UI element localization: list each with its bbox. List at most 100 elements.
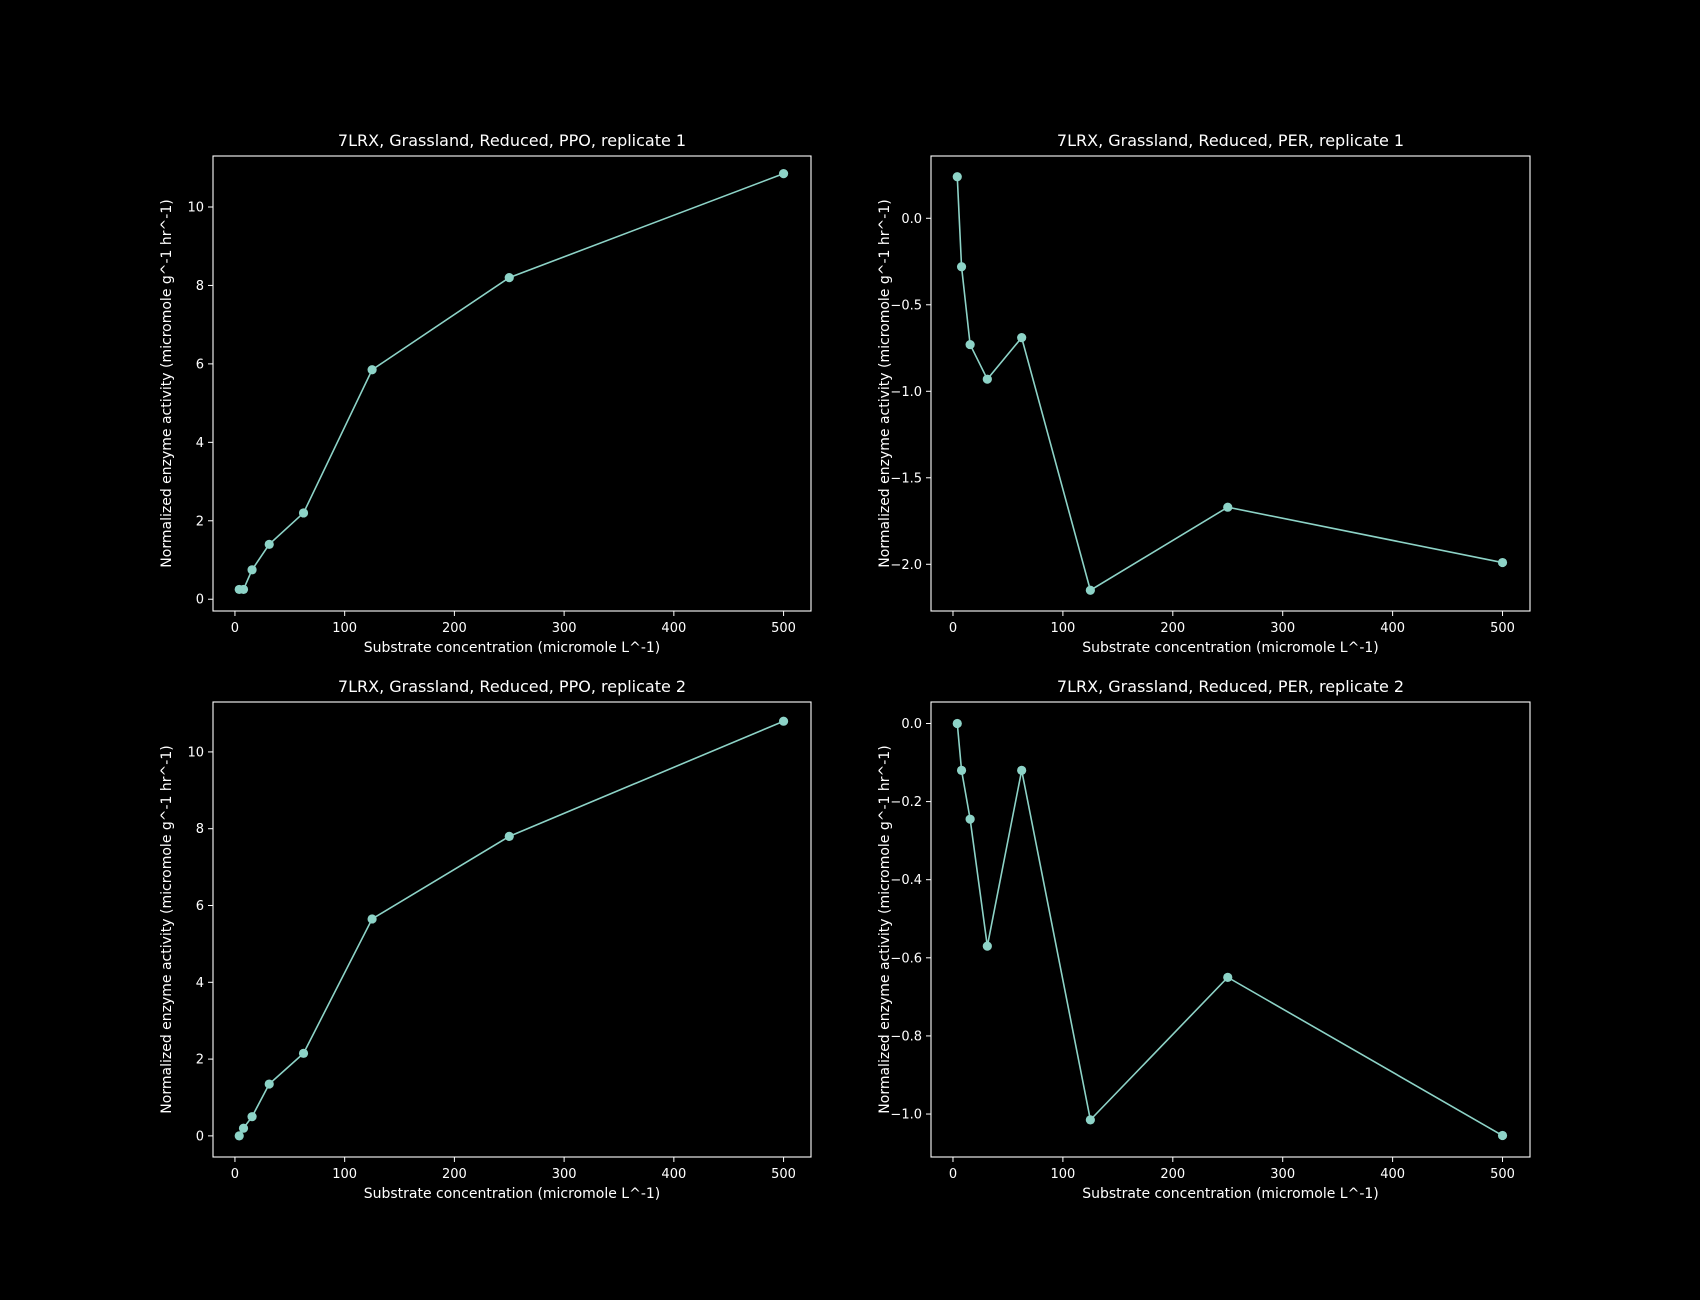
series-line [956,723,1503,1137]
y-tick-label: 0.0 [901,212,922,227]
x-tick-label: 400 [1380,1167,1405,1182]
y-axis-label: Normalized enzyme activity (micromole g^… [159,745,175,1113]
y-tick-label: 4 [196,436,204,451]
y-tick-label: −1.0 [890,1108,922,1123]
data-point [956,765,967,775]
x-tick-label: 300 [1270,1167,1295,1182]
data-point [298,508,309,518]
data-point [264,1079,274,1089]
data-point [238,584,249,595]
y-tick-label: 0 [196,593,204,608]
y-tick-label: 4 [196,976,204,991]
data-point [367,914,377,924]
chart-title: 7LRX, Grassland, Reduced, PPO, replicate… [338,677,686,696]
data-point [1223,502,1233,512]
data-point [238,1123,249,1133]
x-tick-label: 0 [949,621,957,636]
data-point [778,169,789,179]
y-tick-label: −0.2 [890,795,922,810]
data-point [504,831,514,841]
x-tick-label: 500 [1490,1167,1515,1182]
y-tick-label: −0.4 [890,873,922,888]
y-tick-label: 6 [196,357,204,372]
data-point [1017,765,1027,775]
x-tick-label: 500 [1490,621,1515,636]
data-point [264,539,274,549]
series-line [239,172,784,591]
x-tick-label: 400 [661,621,686,636]
y-axis-label: Normalized enzyme activity (micromole g^… [877,745,893,1113]
x-tick-label: 500 [771,1167,796,1182]
y-tick-label: 2 [196,1053,204,1068]
x-tick-label: 0 [949,1167,957,1182]
y-axis-label: Normalized enzyme activity (micromole g^… [159,199,175,567]
data-point [982,941,992,951]
x-tick-label: 100 [332,1167,357,1182]
x-tick-label: 100 [1050,1167,1075,1182]
chart-title: 7LRX, Grassland, Reduced, PPO, replicate… [338,131,686,150]
y-tick-label: −0.6 [890,951,922,966]
chart-panel-4: 7LRX, Grassland, Reduced, PER, replicate… [877,677,1531,1202]
plot-frame [930,701,1531,1158]
x-tick-label: 200 [1160,1167,1185,1182]
chart-title: 7LRX, Grassland, Reduced, PER, replicate… [1057,131,1404,150]
x-tick-label: 400 [661,1167,686,1182]
x-tick-label: 100 [1050,621,1075,636]
data-point [298,1048,309,1058]
y-tick-label: −2.0 [890,558,922,573]
chart-title: 7LRX, Grassland, Reduced, PER, replicate… [1057,677,1404,696]
x-axis-label: Substrate concentration (micromole L^-1) [364,1186,661,1202]
x-axis-label: Substrate concentration (micromole L^-1) [364,640,661,656]
data-point [1017,333,1027,343]
y-tick-label: 0 [196,1129,204,1144]
data-point [1497,557,1508,568]
data-point [965,814,975,824]
data-point [982,374,992,384]
data-point [1223,972,1233,982]
y-axis-label: Normalized enzyme activity (micromole g^… [877,199,893,567]
x-tick-label: 400 [1380,621,1405,636]
chart-panel-2: 7LRX, Grassland, Reduced, PER, replicate… [877,131,1531,656]
x-tick-label: 500 [771,621,796,636]
x-axis-label: Substrate concentration (micromole L^-1) [1082,640,1379,656]
series-line [956,176,1503,592]
x-tick-label: 300 [552,1167,577,1182]
chart-panel-3: 7LRX, Grassland, Reduced, PPO, replicate… [159,677,812,1202]
series-line [238,720,784,1137]
x-tick-label: 300 [1270,621,1295,636]
y-tick-label: −0.8 [890,1029,922,1044]
data-point [1085,1115,1095,1125]
x-tick-label: 0 [231,1167,239,1182]
data-point [504,272,514,283]
y-tick-label: −0.5 [890,298,922,313]
chart-panel-1: 7LRX, Grassland, Reduced, PPO, replicate… [159,131,812,656]
data-point [965,339,975,350]
plot-frame [212,701,812,1158]
plot-frame [212,155,812,612]
y-tick-label: 2 [196,514,204,529]
y-tick-label: 8 [196,279,204,294]
data-point [952,718,962,729]
x-tick-label: 200 [442,621,467,636]
y-tick-label: 10 [187,745,204,760]
data-point [234,1131,244,1141]
y-tick-label: −1.0 [890,385,922,400]
x-tick-label: 300 [552,621,577,636]
data-point [952,172,962,182]
data-point [367,365,377,375]
plot-frame [930,155,1531,612]
data-point [247,1112,257,1122]
data-point [956,262,967,272]
x-tick-label: 0 [231,621,239,636]
data-point [247,565,257,575]
x-tick-label: 200 [442,1167,467,1182]
data-point [778,716,789,726]
data-point [1085,585,1095,595]
y-tick-label: −1.5 [890,471,922,486]
y-tick-label: 0.0 [901,717,922,732]
y-tick-label: 8 [196,822,204,837]
y-tick-label: 10 [187,200,204,215]
x-tick-label: 200 [1160,621,1185,636]
y-tick-label: 6 [196,899,204,914]
